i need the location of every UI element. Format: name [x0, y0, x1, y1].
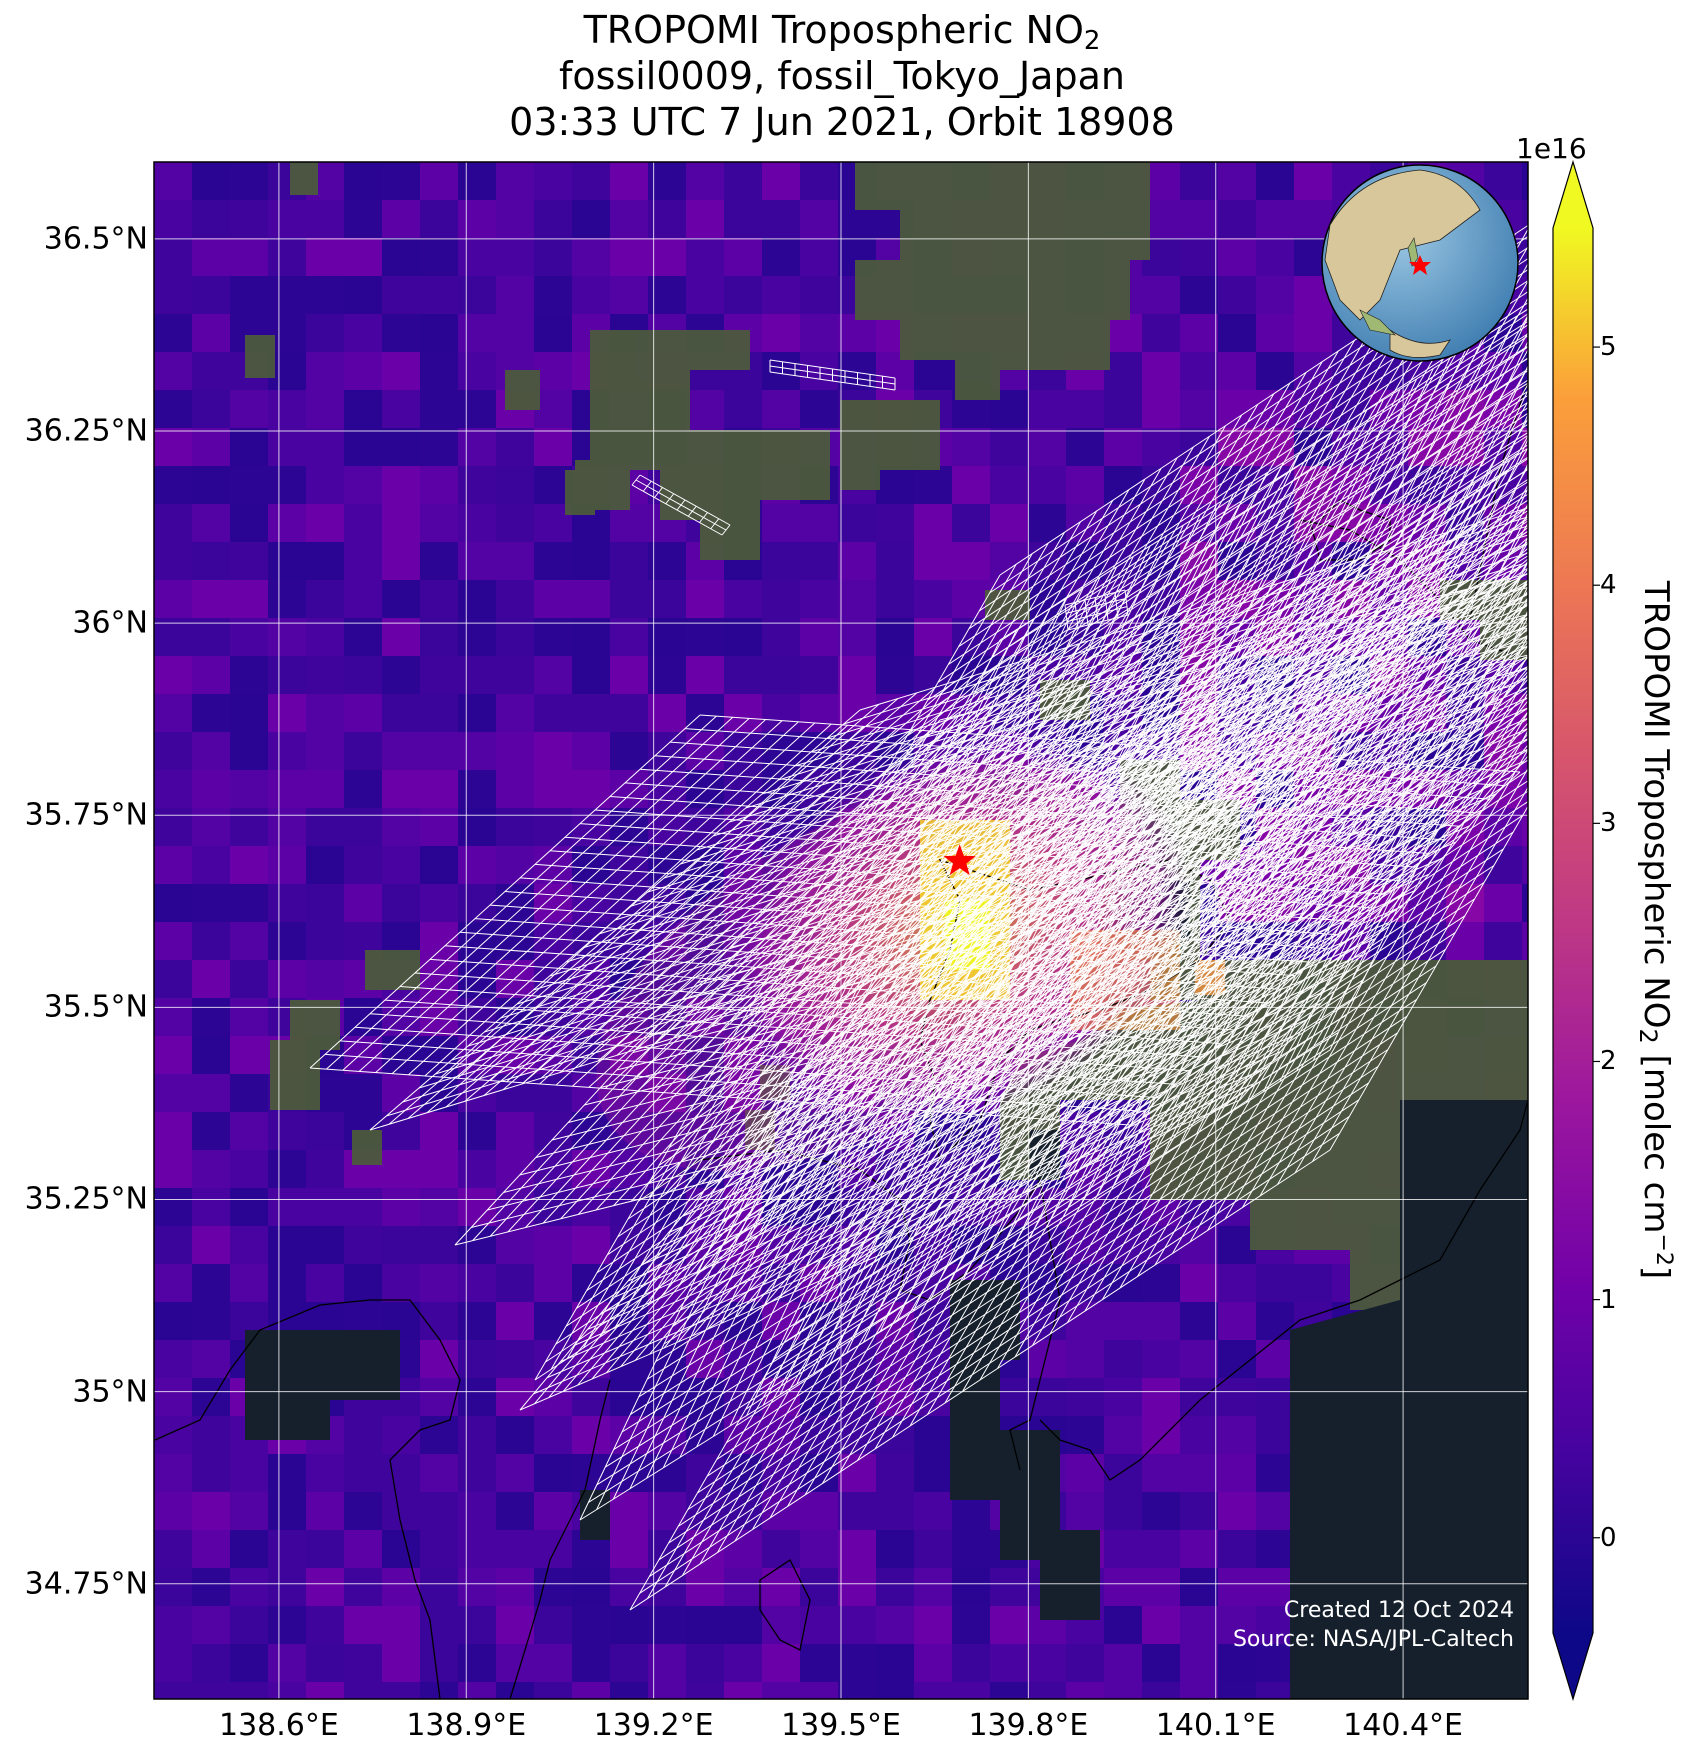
longitude-tick-label: 140.4°E	[1343, 1708, 1463, 1743]
colorbar-tick-label: 3	[1600, 808, 1617, 839]
longitude-tick-label: 140.1°E	[1155, 1708, 1276, 1743]
credit-created: Created 12 Oct 2024	[1283, 1598, 1514, 1623]
map-title-line-1: TROPOMI Tropospheric NO2	[583, 8, 1101, 56]
colorbar-tick-label: 1	[1600, 1284, 1617, 1315]
latitude-tick-label: 36.5°N	[43, 221, 148, 257]
latitude-tick-label: 36°N	[72, 605, 148, 641]
map-title-line-3: 03:33 UTC 7 Jun 2021, Orbit 18908	[509, 100, 1175, 144]
map-title-line-2: fossil0009, fossil_Tokyo_Japan	[559, 54, 1125, 98]
latitude-tick-label: 34.75°N	[24, 1566, 148, 1602]
longitude-tick-label: 139.5°E	[781, 1708, 901, 1743]
map-panel	[154, 162, 1528, 1699]
latitude-tick-label: 35.75°N	[24, 797, 148, 833]
colorbar-tick-label: 5	[1600, 332, 1617, 363]
inset-globe	[1321, 164, 1519, 362]
graticule-gridlines	[154, 162, 1528, 1699]
site-star-icon	[943, 844, 976, 876]
latitude-tick-label: 35.25°N	[24, 1181, 148, 1217]
colorbar-exponent: 1e16	[1516, 132, 1587, 165]
colorbar-tick-label: 0	[1600, 1522, 1617, 1553]
credit-source: Source: NASA/JPL-Caltech	[1232, 1627, 1514, 1652]
overpass-footprint-grids	[309, 224, 1528, 1611]
coastlines	[154, 379, 1528, 1699]
latitude-tick-label: 35°N	[72, 1374, 148, 1410]
globe-site-star-icon	[1409, 255, 1431, 275]
longitude-tick-label: 138.9°E	[406, 1708, 527, 1743]
map-frame	[153, 161, 1529, 1700]
colorbar	[1552, 159, 1600, 1702]
colorbar-label: TROPOMI Tropospheric NO2 [molec cm−2]	[1634, 580, 1676, 1280]
latitude-tick-label: 36.25°N	[24, 413, 148, 449]
colorbar-tick-label: 4	[1600, 570, 1617, 601]
latitude-tick-label: 35.5°N	[43, 989, 148, 1025]
longitude-tick-label: 138.6°E	[218, 1708, 339, 1743]
colorbar-extend-min	[1553, 1633, 1593, 1699]
colorbar-gradient	[1553, 228, 1593, 1633]
longitude-tick-label: 139.8°E	[968, 1708, 1089, 1743]
longitude-tick-label: 139.2°E	[593, 1708, 714, 1743]
colorbar-extend-max	[1553, 162, 1593, 228]
colorbar-tick-label: 2	[1600, 1046, 1617, 1077]
